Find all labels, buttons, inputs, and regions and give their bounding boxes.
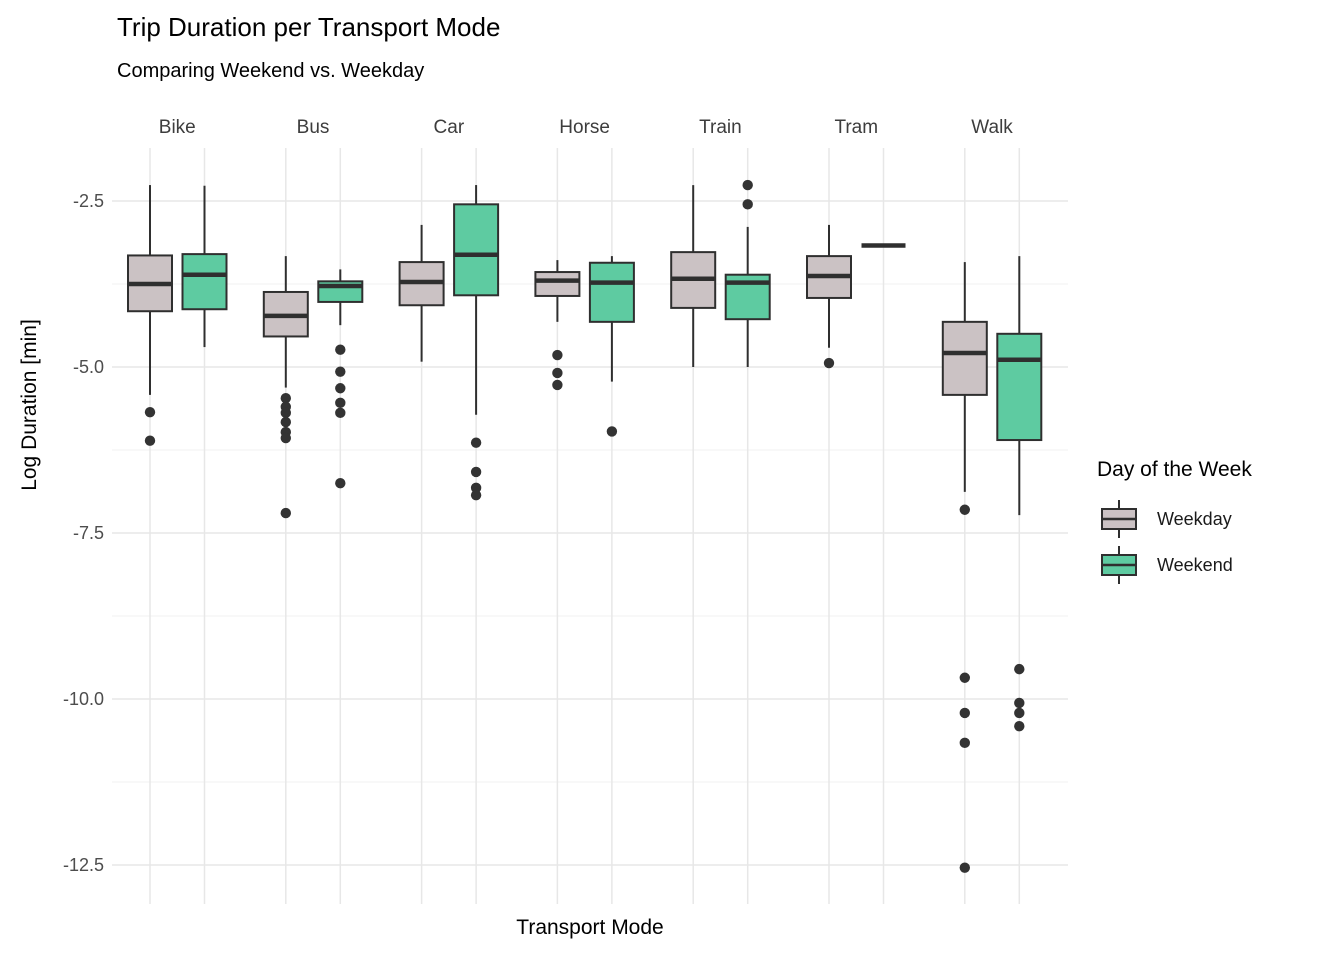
category-label-bus: Bus xyxy=(296,117,330,138)
outlier-weekday-bus xyxy=(280,416,291,428)
y-tick-label: -7.5 xyxy=(72,523,104,543)
box-weekday-walk xyxy=(941,320,988,396)
outlier-weekday-walk xyxy=(959,737,970,749)
legend-entry-weekday: Weekday xyxy=(1097,496,1252,542)
y-tick-label: -5.0 xyxy=(72,357,104,377)
legend: Day of the Week Weekday Weekend xyxy=(1097,458,1252,588)
legend-entries: Weekday Weekend xyxy=(1097,496,1252,588)
outlier-weekend-car xyxy=(470,482,482,494)
outlier-weekend-car xyxy=(470,466,482,478)
legend-label: Weekday xyxy=(1157,508,1232,529)
box-weekend-bike xyxy=(181,253,228,311)
outlier-weekend-bus xyxy=(335,478,346,489)
legend-label: Weekend xyxy=(1157,554,1233,575)
outlier-weekday-horse xyxy=(552,367,563,379)
outlier-weekend-bus xyxy=(335,397,346,409)
y-axis-title: Log Duration [min] xyxy=(18,319,41,491)
outlier-weekday-walk xyxy=(959,862,970,873)
outlier-weekend-car xyxy=(470,489,482,501)
outlier-weekend-bus xyxy=(335,407,346,419)
legend-key-boxplot-icon xyxy=(1101,546,1137,584)
boxplot-canvas xyxy=(112,148,1068,904)
x-axis-title: Transport Mode xyxy=(516,916,664,939)
outlier-weekday-bike xyxy=(144,406,156,418)
box-weekend-walk xyxy=(996,332,1043,442)
outlier-weekday-walk xyxy=(959,504,970,515)
outlier-weekend-walk xyxy=(1014,721,1025,732)
box-weekday-horse xyxy=(534,271,581,297)
outlier-weekday-tram xyxy=(823,357,835,369)
outlier-weekend-horse xyxy=(606,426,618,437)
outlier-weekday-bus xyxy=(280,407,291,419)
outlier-weekday-bike xyxy=(144,435,156,446)
outlier-weekday-walk xyxy=(959,707,970,719)
legend-entry-weekend: Weekend xyxy=(1097,542,1252,588)
category-label-horse: Horse xyxy=(559,117,610,138)
outlier-weekend-walk xyxy=(1014,697,1025,709)
legend-key-boxplot-icon xyxy=(1101,500,1137,538)
outlier-weekend-train xyxy=(742,199,753,210)
category-label-bike: Bike xyxy=(158,117,196,138)
outlier-weekend-walk xyxy=(1014,707,1025,719)
chart-subtitle: Comparing Weekend vs. Weekday xyxy=(117,60,425,82)
outlier-weekday-bus xyxy=(280,432,291,444)
category-label-walk: Walk xyxy=(971,117,1013,138)
outlier-weekday-walk xyxy=(959,672,970,683)
category-label-car: Car xyxy=(433,117,465,138)
legend-title: Day of the Week xyxy=(1097,458,1252,481)
outlier-weekday-bus xyxy=(280,393,291,404)
outlier-weekend-bus xyxy=(335,366,346,377)
y-tick-label: -10.0 xyxy=(62,689,104,709)
chart-title: Trip Duration per Transport Mode xyxy=(117,12,501,42)
outlier-weekday-horse xyxy=(552,349,563,361)
box-weekend-horse xyxy=(588,261,635,323)
outlier-weekend-car xyxy=(470,437,482,448)
outlier-weekday-bus xyxy=(280,507,291,519)
y-tick-label: -12.5 xyxy=(62,855,104,875)
outlier-weekend-train xyxy=(742,179,753,191)
plot-panel xyxy=(112,148,1068,904)
box-weekend-car xyxy=(453,203,500,297)
outlier-weekend-bus xyxy=(335,383,346,394)
outlier-weekday-horse xyxy=(552,379,563,391)
outlier-weekend-bus xyxy=(335,344,346,355)
category-label-tram: Tram xyxy=(834,117,879,138)
category-label-train: Train xyxy=(699,117,742,138)
y-tick-label: -2.5 xyxy=(72,191,104,211)
outlier-weekend-walk xyxy=(1014,663,1025,675)
